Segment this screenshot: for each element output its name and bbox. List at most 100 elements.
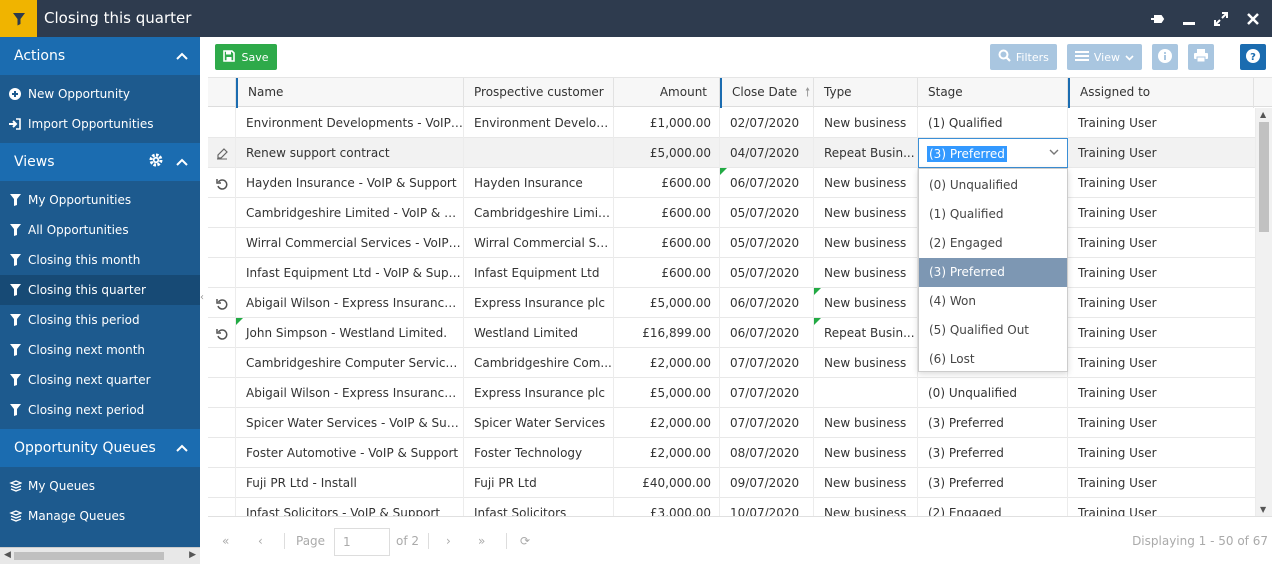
scroll-down-icon[interactable]: ▼ (1260, 505, 1267, 514)
cell-close-date[interactable]: 06/07/2020 (720, 318, 814, 348)
cell-assigned-to[interactable]: Training User (1068, 318, 1256, 348)
close-icon[interactable] (1242, 8, 1264, 30)
help-button[interactable]: ? (1240, 44, 1266, 70)
cell-type[interactable] (814, 378, 918, 408)
cell-amount[interactable]: £1,000.00 (614, 108, 720, 138)
cell-name[interactable]: John Simpson - Westland Limited. (236, 318, 464, 348)
cell-assigned-to[interactable]: Training User (1068, 258, 1256, 288)
table-row[interactable]: Wirral Commercial Services - VoIP & ... W… (208, 228, 1256, 258)
cell-assigned-to[interactable]: Training User (1068, 198, 1256, 228)
scrollbar-thumb[interactable] (1259, 122, 1269, 232)
table-row[interactable]: Cambridgeshire Computer Services -... Cam… (208, 348, 1256, 378)
stage-option[interactable]: (1) Qualified (929, 207, 1004, 221)
cell-name[interactable]: Cambridgeshire Computer Services -... (236, 348, 464, 378)
cell-assigned-to[interactable]: Training User (1068, 438, 1256, 468)
header-assigned-to[interactable]: Assigned to (1068, 78, 1254, 108)
cell-stage[interactable]: (3) Preferred (918, 468, 1068, 498)
queues-header[interactable]: Opportunity Queues (0, 429, 200, 467)
cell-customer[interactable]: Westland Limited (464, 318, 614, 348)
cell-amount[interactable]: £2,000.00 (614, 348, 720, 378)
cell-amount[interactable]: £600.00 (614, 198, 720, 228)
cell-name[interactable]: Renew support contract (236, 138, 464, 168)
table-row[interactable]: Spicer Water Services - VoIP & Supp... Sp… (208, 408, 1256, 438)
cell-assigned-to[interactable]: Training User (1068, 348, 1256, 378)
cell-assigned-to[interactable]: Training User (1068, 498, 1256, 516)
cell-assigned-to[interactable]: Training User (1068, 228, 1256, 258)
refresh-icon[interactable]: ⟳ (520, 534, 531, 548)
cell-type[interactable]: New business (814, 198, 918, 228)
cell-name[interactable]: Environment Developments - VoIP &... (236, 108, 464, 138)
table-row[interactable]: Renew support contract £5,000.00 04/07/202… (208, 138, 1256, 168)
cell-assigned-to[interactable]: Training User (1068, 288, 1256, 318)
view-item[interactable]: Closing this quarter (0, 275, 200, 305)
stage-option[interactable]: (3) Preferred (919, 258, 1067, 287)
actions-header[interactable]: Actions (0, 37, 200, 75)
cell-type[interactable]: New business (814, 468, 918, 498)
header-name[interactable]: Name (236, 78, 464, 108)
cell-amount[interactable]: £2,000.00 (614, 438, 720, 468)
action-new-opportunity[interactable]: New Opportunity (0, 79, 200, 109)
cell-close-date[interactable]: 02/07/2020 (720, 108, 814, 138)
cell-type[interactable]: Repeat Busin... (814, 318, 918, 348)
cell-amount[interactable]: £600.00 (614, 228, 720, 258)
cell-close-date[interactable]: 05/07/2020 (720, 258, 814, 288)
maximize-icon[interactable] (1210, 8, 1232, 30)
cell-customer[interactable]: Fuji PR Ltd (464, 468, 614, 498)
gear-icon[interactable] (148, 152, 164, 172)
table-row[interactable]: Abigail Wilson - Express Insurance plc Ex… (208, 378, 1256, 408)
cell-assigned-to[interactable]: Training User (1068, 468, 1256, 498)
minimize-icon[interactable] (1178, 8, 1200, 30)
stage-option[interactable]: (4) Won (929, 294, 976, 308)
cell-type[interactable]: New business (814, 348, 918, 378)
view-item[interactable]: Closing this period (0, 305, 200, 335)
cell-type[interactable]: New business (814, 498, 918, 516)
stage-option[interactable]: (6) Lost (929, 352, 975, 366)
next-page-icon[interactable]: › (446, 534, 451, 548)
print-button[interactable] (1188, 44, 1214, 70)
cell-customer[interactable]: Cambridgeshire Com... (464, 348, 614, 378)
scroll-up-icon[interactable]: ▲ (1260, 110, 1267, 119)
scroll-left-icon[interactable]: ◀ (4, 550, 11, 560)
cell-type[interactable]: Repeat Busin... (814, 138, 918, 168)
table-row[interactable]: Fuji PR Ltd - Install Fuji PR Ltd £40,000.… (208, 468, 1256, 498)
table-row[interactable]: Hayden Insurance - VoIP & Support Hayden … (208, 168, 1256, 198)
cell-assigned-to[interactable]: Training User (1068, 168, 1256, 198)
cell-name[interactable]: Infast Equipment Ltd - VoIP & Support (236, 258, 464, 288)
header-stage[interactable]: Stage (918, 78, 1068, 108)
cell-name[interactable]: Infast Solicitors - VoIP & Support (236, 498, 464, 516)
filters-button[interactable]: Filters (989, 44, 1057, 70)
cell-customer[interactable]: Express Insurance plc (464, 288, 614, 318)
cell-customer[interactable]: Environment Develop... (464, 108, 614, 138)
info-button[interactable] (1152, 44, 1178, 70)
cell-stage[interactable]: (3) Preferred (918, 408, 1068, 438)
save-button[interactable]: Save (215, 44, 277, 70)
scroll-right-icon[interactable]: ▶ (189, 550, 196, 560)
cell-type[interactable]: New business (814, 168, 918, 198)
stage-option[interactable]: (0) Unqualified (929, 178, 1019, 192)
cell-amount[interactable]: £5,000.00 (614, 288, 720, 318)
last-page-icon[interactable]: » (478, 534, 486, 548)
sidebar-collapse-handle[interactable]: ‹ (200, 292, 204, 303)
table-row[interactable]: Infast Equipment Ltd - VoIP & Support Inf… (208, 258, 1256, 288)
cell-assigned-to[interactable]: Training User (1068, 108, 1256, 138)
cell-type[interactable]: New business (814, 258, 918, 288)
view-item[interactable]: Closing next period (0, 395, 200, 425)
queue-my-queues[interactable]: My Queues (0, 471, 200, 501)
cell-close-date[interactable]: 07/07/2020 (720, 378, 814, 408)
cell-customer[interactable] (464, 138, 614, 168)
cell-amount[interactable]: £3,000.00 (614, 498, 720, 516)
cell-name[interactable]: Abigail Wilson - Express Insurance plc (236, 288, 464, 318)
cell-customer[interactable]: Foster Technology (464, 438, 614, 468)
view-item[interactable]: Closing next quarter (0, 365, 200, 395)
cell-customer[interactable]: Infast Solicitors (464, 498, 614, 516)
chevron-up-icon[interactable] (176, 154, 188, 170)
header-type[interactable]: Type (814, 78, 918, 108)
cell-stage[interactable]: (1) Qualified (918, 108, 1068, 138)
cell-amount[interactable]: £5,000.00 (614, 138, 720, 168)
cell-close-date[interactable]: 07/07/2020 (720, 408, 814, 438)
grid-vertical-scrollbar[interactable]: ▲ ▼ (1256, 108, 1272, 516)
previous-page-icon[interactable]: ‹ (258, 534, 263, 548)
chevron-down-icon[interactable] (1049, 145, 1059, 158)
cell-stage[interactable]: (3) Preferred (918, 438, 1068, 468)
cell-close-date[interactable]: 07/07/2020 (720, 348, 814, 378)
